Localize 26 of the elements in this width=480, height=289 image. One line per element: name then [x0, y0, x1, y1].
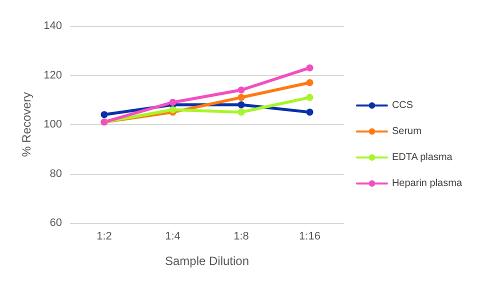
y-tick-label: 120 — [44, 69, 62, 82]
x-tick-label: 1:8 — [234, 230, 249, 242]
legend-label: CCS — [392, 100, 414, 111]
point — [238, 101, 245, 108]
y-tick-label: 80 — [50, 168, 62, 180]
point — [306, 64, 314, 72]
point — [238, 86, 245, 94]
y-tick-label: 100 — [44, 118, 62, 130]
legend-label: Heparin plasma — [392, 178, 462, 189]
legend-label: Serum — [392, 126, 422, 137]
y-axis-title: % Recovery — [20, 92, 34, 157]
x-tick-label: 1:16 — [299, 230, 320, 242]
point — [238, 94, 245, 101]
point — [306, 79, 314, 86]
point — [306, 108, 314, 116]
point — [100, 111, 108, 118]
x-axis-title: Sample Dilution — [164, 254, 250, 268]
x-tick-label: 1:2 — [96, 230, 112, 242]
point — [306, 94, 314, 101]
x-tick-label: 1:4 — [165, 230, 180, 242]
point — [169, 98, 176, 106]
point — [238, 108, 245, 116]
y-tick-label: 60 — [50, 217, 62, 229]
legend-label: EDTA plasma — [392, 152, 453, 163]
point — [169, 106, 176, 114]
y-tick-label: 140 — [44, 20, 62, 32]
